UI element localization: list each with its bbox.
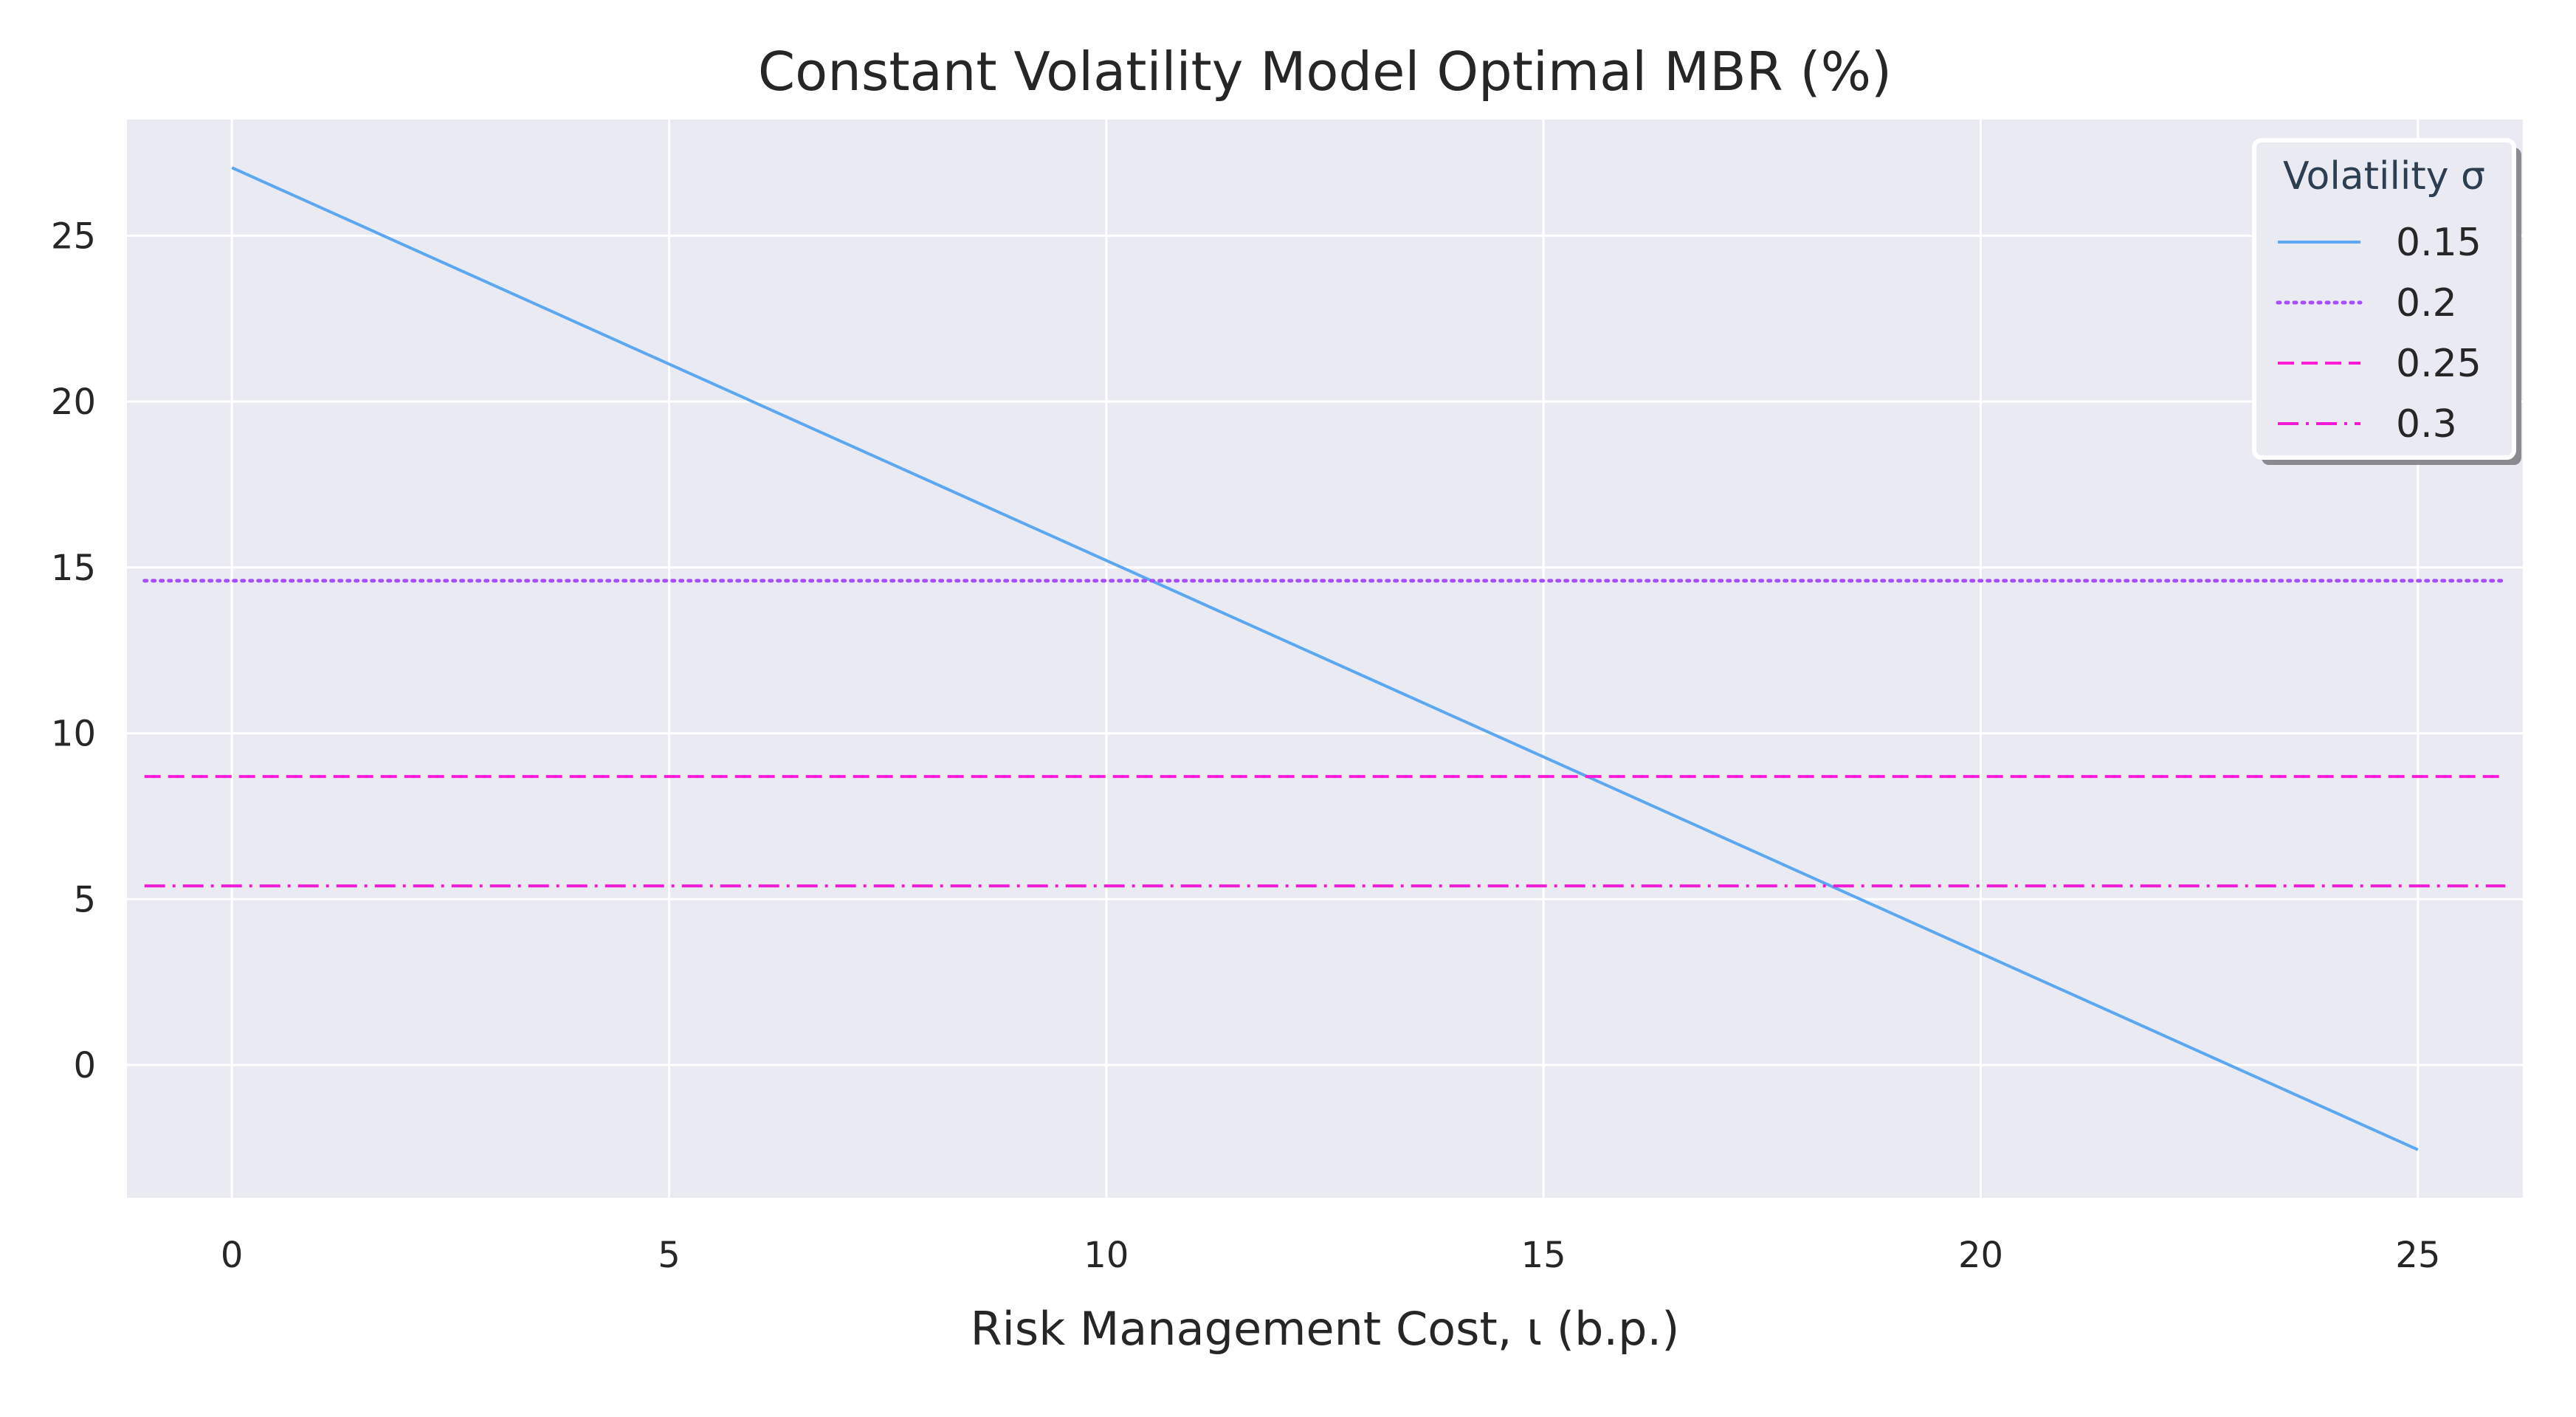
legend: Volatility σ 0.15 0.2 0.25 0.3 [2252, 138, 2521, 465]
series-line-0 [231, 166, 2419, 1151]
x-tick-label: 0 [221, 1235, 244, 1276]
series-lines [142, 166, 2507, 1151]
legend-label-1: 0.2 [2396, 281, 2457, 325]
legend-label-3: 0.3 [2396, 402, 2457, 447]
x-tick-label: 25 [2395, 1235, 2440, 1276]
grid-lines [127, 120, 2523, 1198]
y-tick-label: 5 [73, 879, 96, 920]
y-tick-label: 25 [51, 216, 96, 257]
chart-title: Constant Volatility Model Optimal MBR (%… [758, 41, 1892, 103]
legend-title: Volatility σ [2283, 154, 2485, 199]
legend-label-0: 0.15 [2396, 221, 2482, 265]
legend-label-2: 0.25 [2396, 342, 2482, 386]
tick-labels: 0 5 10 15 20 25 0 5 10 15 20 25 [51, 216, 2440, 1276]
x-tick-label: 5 [658, 1235, 681, 1276]
y-tick-label: 0 [73, 1045, 96, 1086]
x-tick-label: 15 [1521, 1235, 1566, 1276]
y-tick-label: 20 [51, 382, 96, 423]
legend-items: 0.15 0.2 0.25 0.3 [2276, 221, 2482, 447]
y-tick-label: 10 [51, 714, 96, 755]
x-axis-title: Risk Management Cost, ι (b.p.) [971, 1302, 1680, 1356]
x-tick-label: 20 [1958, 1235, 2003, 1276]
legend-box [2252, 138, 2516, 460]
x-tick-label: 10 [1084, 1235, 1129, 1276]
y-tick-label: 15 [51, 548, 96, 589]
